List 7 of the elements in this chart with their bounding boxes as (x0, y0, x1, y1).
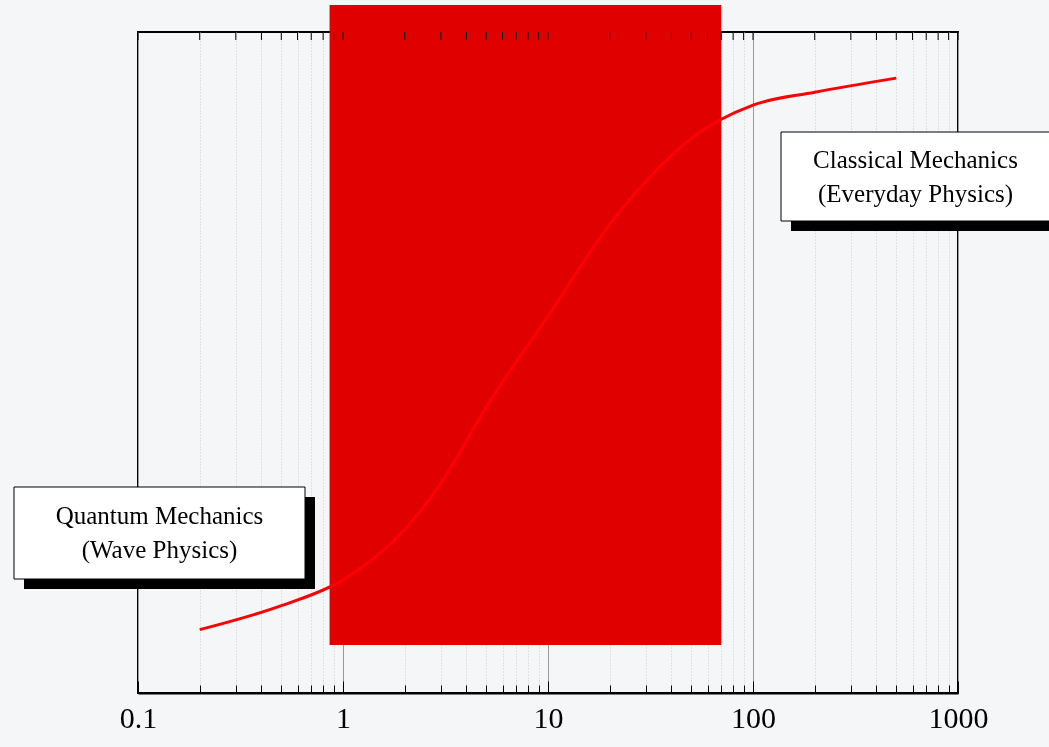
x-tick-label: 100 (731, 700, 776, 734)
x-tick-label: 10 (533, 700, 564, 734)
x-tick-label: 1000 (928, 700, 989, 734)
x-tick-label: 0.1 (119, 700, 158, 734)
annotation: Quantum Mechanics (Wave Physics) (55, 502, 264, 564)
annotation: Classical Mechanics (Everyday Physics) (813, 145, 1018, 208)
x-tick-label: 1 (336, 700, 351, 734)
